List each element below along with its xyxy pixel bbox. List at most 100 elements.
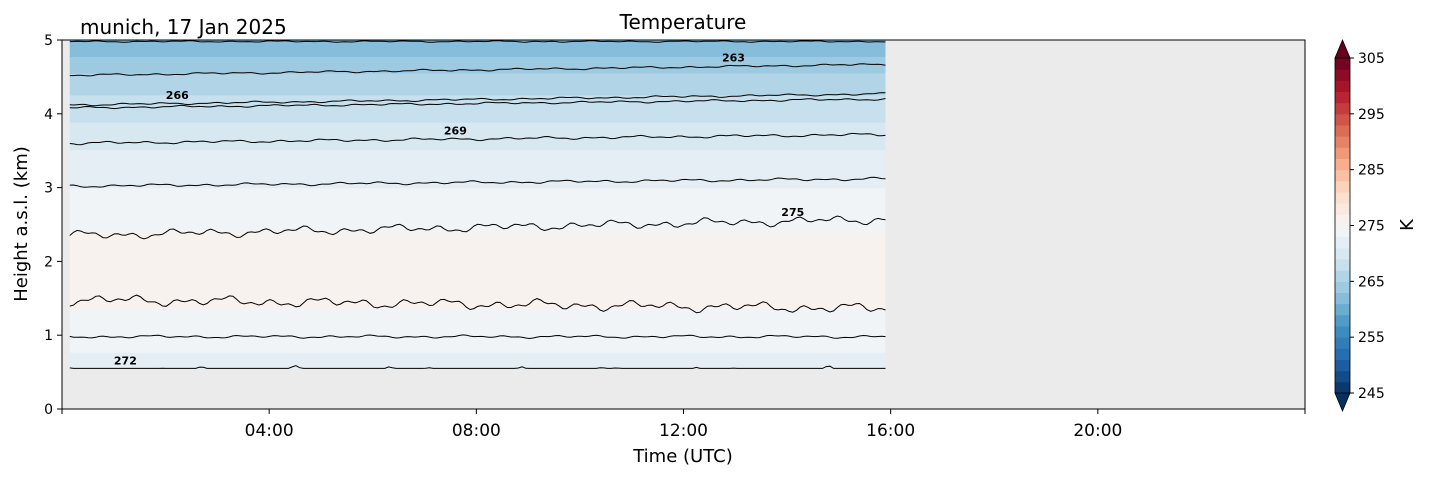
field-band bbox=[69, 258, 886, 266]
field-band bbox=[69, 313, 886, 320]
field-band bbox=[69, 215, 886, 222]
colorbar-bin bbox=[1335, 91, 1350, 104]
colorbar: 245 255 265 275 285 295 305 bbox=[1334, 38, 1385, 413]
contour-line bbox=[69, 334, 886, 340]
field-band bbox=[69, 335, 886, 342]
field-band bbox=[69, 362, 886, 370]
colorbar-bin bbox=[1335, 225, 1350, 238]
field-band bbox=[69, 264, 886, 271]
field-band bbox=[69, 89, 886, 96]
y-tick-label: 4 bbox=[44, 107, 53, 123]
field-band bbox=[69, 330, 886, 337]
colorbar-bin bbox=[1335, 326, 1350, 338]
colorbar-bin bbox=[1335, 80, 1350, 92]
field-band bbox=[69, 138, 886, 145]
colorbar-bin bbox=[1335, 370, 1350, 383]
field-band bbox=[69, 127, 886, 134]
colorbar-bin bbox=[1335, 236, 1350, 249]
colorbar-bin bbox=[1335, 113, 1350, 126]
x-tick-label: 08:00 bbox=[452, 421, 501, 441]
contour-line bbox=[69, 176, 886, 188]
field-band bbox=[69, 242, 886, 249]
colorbar-bin bbox=[1335, 125, 1350, 137]
y-tick-label: 5 bbox=[44, 33, 53, 49]
chart-title: Temperature bbox=[619, 10, 747, 34]
colorbar-bin bbox=[1335, 69, 1350, 81]
colorbar-bin bbox=[1335, 303, 1350, 316]
colorbar-bin bbox=[1335, 102, 1350, 115]
field-band bbox=[69, 133, 886, 140]
colorbar-bin bbox=[1335, 337, 1350, 349]
field-band bbox=[69, 247, 886, 255]
field-band bbox=[69, 187, 886, 194]
colorbar-bin bbox=[1335, 169, 1350, 182]
field-band bbox=[69, 94, 886, 101]
field-band bbox=[69, 72, 886, 79]
field-band bbox=[69, 280, 886, 287]
field-band bbox=[69, 319, 886, 326]
field-band bbox=[69, 357, 886, 364]
field-band bbox=[69, 160, 886, 167]
field-band bbox=[69, 198, 886, 205]
field-band bbox=[69, 149, 886, 156]
colorbar-tick-label: 305 bbox=[1358, 51, 1385, 67]
field-band bbox=[69, 193, 886, 200]
field-band bbox=[69, 291, 886, 298]
colorbar-bin bbox=[1335, 348, 1350, 360]
field-band bbox=[69, 171, 886, 178]
colorbar-bin bbox=[1335, 158, 1350, 171]
contour-line bbox=[69, 132, 886, 146]
y-tick-label: 2 bbox=[44, 254, 53, 270]
contour-line bbox=[69, 98, 886, 110]
contour-line bbox=[69, 40, 886, 43]
field-band bbox=[69, 100, 886, 107]
field-band bbox=[69, 105, 886, 112]
temperature-field bbox=[69, 40, 886, 370]
colorbar-tick-label: 255 bbox=[1358, 330, 1385, 346]
colorbar-tick-label: 275 bbox=[1358, 219, 1385, 235]
x-axis-label: Time (UTC) bbox=[632, 446, 733, 467]
x-tick-label: 20:00 bbox=[1073, 421, 1122, 441]
chart-subtitle: munich, 17 Jan 2025 bbox=[80, 15, 287, 39]
y-tick-label: 0 bbox=[44, 402, 53, 418]
colorbar-extend-max bbox=[1334, 38, 1351, 59]
colorbar-bin bbox=[1335, 259, 1350, 271]
x-tick-label: 12:00 bbox=[659, 421, 708, 441]
field-band bbox=[69, 61, 886, 68]
x-tick-label: 04:00 bbox=[245, 421, 294, 441]
y-axis-label: Height a.s.l. (km) bbox=[11, 146, 32, 302]
colorbar-bin bbox=[1335, 314, 1350, 327]
field-band bbox=[69, 253, 886, 260]
contour-line bbox=[69, 63, 886, 77]
colorbar-bin bbox=[1335, 270, 1350, 282]
colorbar-bin bbox=[1335, 192, 1350, 204]
field-band bbox=[69, 226, 886, 233]
field-band bbox=[69, 297, 886, 304]
x-tick-label: 16:00 bbox=[866, 421, 915, 441]
colorbar-tick-label: 285 bbox=[1358, 163, 1385, 179]
contour-label: 275 bbox=[781, 206, 804, 219]
contour-label: 272 bbox=[114, 354, 137, 367]
field-band bbox=[69, 220, 886, 227]
colorbar-bin bbox=[1335, 147, 1350, 159]
field-band bbox=[69, 111, 886, 118]
field-band bbox=[69, 286, 886, 293]
field-band bbox=[69, 351, 886, 359]
x-axis: 04:00 08:00 12:00 16:00 20:00 bbox=[61, 409, 1306, 441]
colorbar-tick-label: 265 bbox=[1358, 274, 1385, 290]
contour-line bbox=[69, 92, 886, 107]
field-band bbox=[69, 269, 886, 276]
contour-label: 269 bbox=[444, 124, 467, 137]
colorbar-bin bbox=[1335, 381, 1350, 394]
contour-line bbox=[69, 365, 886, 369]
contour-label: 263 bbox=[722, 52, 745, 65]
field-band bbox=[69, 346, 886, 353]
colorbar-bin bbox=[1335, 292, 1350, 305]
contour-lines: 272 275 269 266 263 bbox=[69, 40, 886, 369]
colorbar-tick-label: 245 bbox=[1358, 386, 1385, 402]
field-band bbox=[69, 209, 886, 216]
field-band bbox=[69, 302, 886, 309]
colorbar-bin bbox=[1335, 214, 1350, 226]
field-band bbox=[69, 83, 886, 90]
contour-line bbox=[69, 215, 886, 240]
